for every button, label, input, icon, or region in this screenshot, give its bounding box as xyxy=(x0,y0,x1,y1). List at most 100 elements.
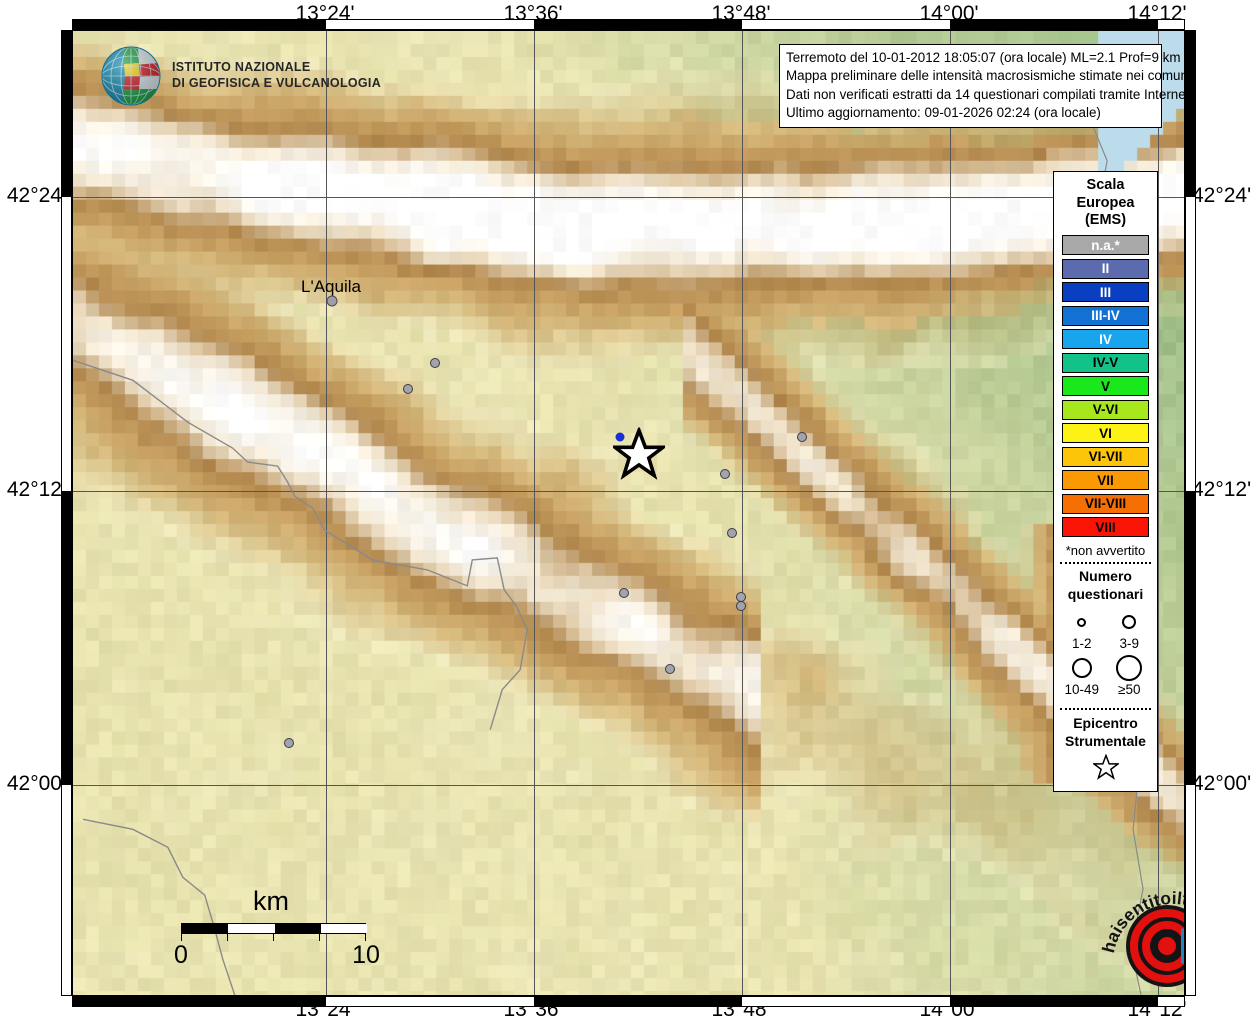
ems-swatch-label: VI xyxy=(1099,425,1112,441)
questionnaire-legend-line1: Numero xyxy=(1079,568,1132,585)
questionnaire-size-circle-cell xyxy=(1077,609,1087,635)
questionnaire-size-circle xyxy=(1116,655,1143,682)
questionnaire-size-circle xyxy=(1071,658,1092,679)
questionnaire-size-label: 3-9 xyxy=(1119,636,1139,652)
epicenter-legend-line2: Strumentale xyxy=(1065,732,1146,749)
ems-swatch-label: IV-V xyxy=(1092,355,1119,371)
questionnaire-size-circle-cell xyxy=(1116,655,1143,682)
graticule-line-vertical xyxy=(534,31,535,995)
ems-swatch-label: VII-VIII xyxy=(1084,496,1127,512)
scale-bar: km 0 10 xyxy=(171,886,421,969)
epicenter-legend-line1: Epicentro xyxy=(1073,715,1138,732)
ems-swatch-n-a-: n.a.* xyxy=(1062,235,1149,256)
ems-swatch-iii: III xyxy=(1062,282,1149,303)
graticule-line-vertical xyxy=(742,31,743,995)
map-frame-bottom-band xyxy=(72,996,1185,1007)
legend-divider-2 xyxy=(1060,708,1151,711)
scale-bar-graphic xyxy=(181,923,367,934)
graticule-line-horizontal xyxy=(73,491,1184,492)
questionnaire-marker[interactable] xyxy=(736,601,746,611)
earthquake-info-box: Terremoto del 10-01-2012 18:05:07 (ora l… xyxy=(779,44,1185,129)
legend-footnote: *non avvertito xyxy=(1065,543,1146,559)
questionnaire-size-circle-cell xyxy=(1071,655,1092,681)
scale-bar-unit: km xyxy=(253,886,289,916)
info-line-event: Terremoto del 10-01-2012 18:05:07 (ora l… xyxy=(786,50,1181,65)
ems-swatch-label: n.a.* xyxy=(1091,237,1120,253)
ems-swatch-iv: IV xyxy=(1062,329,1149,350)
ems-swatch-label: III-IV xyxy=(1091,308,1120,324)
administrative-boundary-lines xyxy=(73,94,1144,995)
questionnaire-marker[interactable] xyxy=(665,664,675,674)
ingv-logo-line1: ISTITUTO NAZIONALE xyxy=(172,60,311,75)
questionnaire-size-label: 10-49 xyxy=(1064,682,1100,698)
ems-swatch-label: VIII xyxy=(1095,519,1116,535)
ems-swatch-label: IV xyxy=(1099,331,1112,347)
scale-bar-label-end: 10 xyxy=(352,941,380,969)
city-marker-laquila[interactable] xyxy=(326,295,338,307)
ems-swatch-vi-vii: VI-VII xyxy=(1062,446,1149,467)
questionnaire-size-circle-cell xyxy=(1122,609,1137,635)
lat-tick-label: 42°12' xyxy=(1192,478,1252,501)
scale-bar-ticks xyxy=(181,934,366,941)
lat-tick-label: 42°24' xyxy=(1192,184,1252,207)
graticule-line-vertical xyxy=(326,31,327,995)
ems-swatch-vii-viii: VII-VIII xyxy=(1062,493,1149,514)
scale-bar-label-start: 0 xyxy=(174,941,188,969)
ems-swatch-label: VI-VII xyxy=(1088,449,1123,465)
map-frame-top-band xyxy=(72,19,1185,30)
ems-swatch-label: II xyxy=(1101,261,1110,277)
epicenter-hypocenter-dot xyxy=(615,432,625,442)
ems-swatch-iii-iv: III-IV xyxy=(1062,305,1149,326)
map-canvas-area[interactable]: ISTITUTO NAZIONALE DI GEOFISICA E VULCAN… xyxy=(72,30,1185,996)
lat-tick-label: 42°00' xyxy=(1192,772,1252,795)
terrain-raster xyxy=(73,31,1184,995)
questionnaire-marker[interactable] xyxy=(797,432,807,442)
ems-scale-swatch-list: n.a.* II III III-IV IV IV-V V V-VI VI VI-VII VII VI… xyxy=(1058,235,1153,538)
questionnaire-size-label: 1-2 xyxy=(1071,636,1092,652)
legend-divider-1 xyxy=(1060,562,1151,565)
ems-swatch-label: V xyxy=(1100,378,1110,394)
ems-swatch-vi: VI xyxy=(1062,423,1149,444)
graticule-line-horizontal xyxy=(73,197,1184,198)
scale-bar-labels: 0 10 xyxy=(174,941,380,969)
questionnaire-legend-title: Numero questionari xyxy=(1058,568,1153,603)
questionnaire-marker[interactable] xyxy=(727,528,737,538)
lat-tick-label: 42°12' xyxy=(6,478,66,501)
city-label-laquila: L'Aquila xyxy=(301,277,361,296)
graticule-line-horizontal xyxy=(73,785,1184,786)
ems-swatch-v-vi: V-VI xyxy=(1062,399,1149,420)
questionnaire-marker[interactable] xyxy=(403,384,413,394)
questionnaire-marker[interactable] xyxy=(720,469,730,479)
epicenter-legend-title: Epicentro Strumentale xyxy=(1058,715,1153,750)
haisentitoilterremoto-watermark: ? haisentitoilterremoto .it .www xyxy=(1092,860,1184,995)
questionnaire-legend-line2: questionari xyxy=(1067,585,1144,602)
ems-swatch-label: III xyxy=(1099,284,1112,300)
legend-title: Scala Europea (EMS) xyxy=(1058,177,1153,230)
legend-title-line1: Scala xyxy=(1086,177,1125,193)
epicenter-legend-block: Epicentro Strumentale xyxy=(1058,715,1153,785)
legend-title-line3: (EMS) xyxy=(1084,212,1127,229)
ems-swatch-label: V-VI xyxy=(1092,402,1119,418)
legend-panel: Scala Europea (EMS) n.a.* II III III-IV IV IV… xyxy=(1053,171,1158,793)
ems-swatch-ii: II xyxy=(1062,258,1149,279)
questionnaire-size-label: ≥50 xyxy=(1118,682,1141,698)
epicenter-star-icon[interactable] xyxy=(609,425,669,485)
map-frame-right-band xyxy=(1185,30,1196,996)
ingv-globe-icon xyxy=(101,46,161,106)
questionnaire-size-key: 1-2 3-9 10-49 ≥50 xyxy=(1058,609,1153,700)
lat-tick-label: 42°24' xyxy=(6,184,66,207)
ems-swatch-iv-v: IV-V xyxy=(1062,352,1149,373)
lat-tick-label: 42°00' xyxy=(6,772,66,795)
ems-swatch-viii: VIII xyxy=(1062,517,1149,538)
info-line-map-type: Mappa preliminare delle intensità macros… xyxy=(786,68,1185,84)
map-frame-left-band xyxy=(61,30,72,996)
questionnaire-marker[interactable] xyxy=(284,738,294,748)
ems-swatch-v: V xyxy=(1062,376,1149,397)
questionnaire-marker[interactable] xyxy=(430,358,440,368)
questionnaire-marker[interactable] xyxy=(619,588,629,598)
questionnaire-size-circle xyxy=(1122,615,1137,630)
ingv-logo-text: ISTITUTO NAZIONALE DI GEOFISICA E VULCAN… xyxy=(172,60,381,91)
info-line-last-update: Ultimo aggiornamento: 09-01-2026 02:24 (… xyxy=(786,105,1101,121)
legend-title-line2: Europea xyxy=(1076,194,1135,211)
ingv-logo-line2: DI GEOFISICA E VULCANOLOGIA xyxy=(172,76,382,90)
